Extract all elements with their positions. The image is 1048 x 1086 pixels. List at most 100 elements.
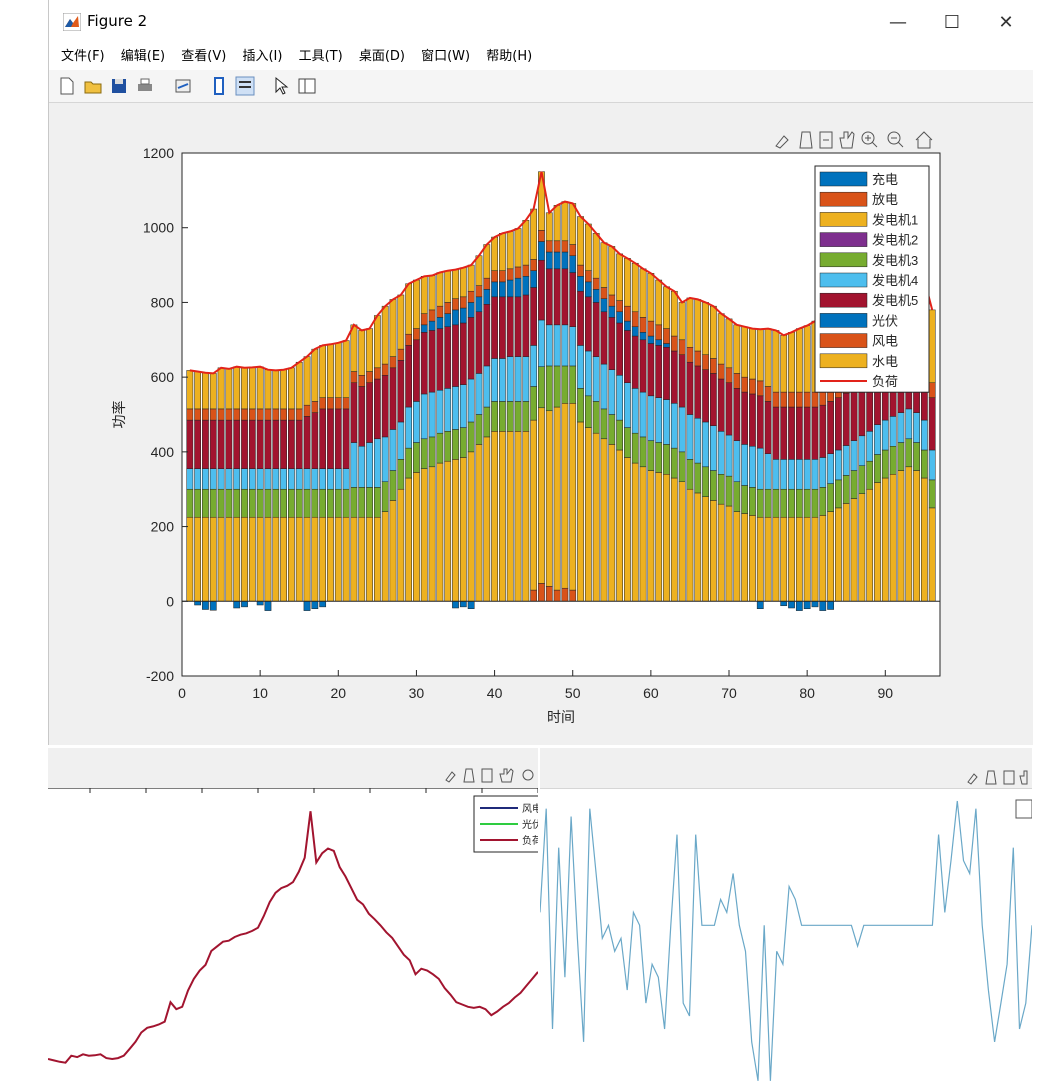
x-tick-label: 30: [409, 685, 425, 701]
bar-gen5: [725, 382, 733, 436]
bar-gen1: [405, 283, 412, 335]
bar-wind: [475, 285, 483, 298]
bar-gen5: [225, 419, 233, 469]
new-figure-icon[interactable]: [57, 76, 77, 96]
bar-wind: [303, 404, 311, 417]
bar-gen4: [850, 440, 858, 471]
pan-icon[interactable]: [839, 131, 855, 149]
bar-gen1: [444, 270, 452, 303]
data-tips-icon[interactable]: [463, 768, 475, 783]
window-title: Figure 2: [87, 12, 148, 30]
bar-gen5: [256, 419, 264, 469]
bar-gen3: [373, 487, 381, 518]
bar-gen4: [319, 468, 327, 490]
menu-view[interactable]: 查看(V): [181, 49, 227, 64]
close-button[interactable]: ✕: [998, 12, 1014, 33]
link-plot-icon[interactable]: [173, 76, 193, 96]
pan-icon[interactable]: [499, 768, 514, 783]
bar-hydro: [413, 472, 420, 602]
bar-hydro: [514, 431, 522, 602]
data-tips-icon[interactable]: [985, 770, 997, 785]
bar-gen1: [334, 342, 342, 398]
menu-desktop[interactable]: 桌面(D): [358, 49, 405, 64]
bar-wind: [717, 363, 725, 380]
restore-view-icon[interactable]: [819, 131, 833, 149]
bar-gen5: [303, 416, 311, 469]
bar-gen1: [616, 253, 623, 301]
bar-gen4: [491, 358, 498, 402]
bar-gen1: [358, 330, 366, 376]
bar-gen4: [514, 356, 522, 402]
brush-icon[interactable]: [445, 771, 456, 783]
data-tips-icon[interactable]: [799, 131, 813, 149]
bar-hydro: [928, 507, 936, 602]
bar-pv: [420, 324, 428, 333]
bar-gen3: [389, 470, 397, 501]
print-icon[interactable]: [135, 76, 155, 96]
zoom-out-icon[interactable]: [887, 131, 904, 148]
zoom-in-icon[interactable]: [861, 131, 878, 148]
bar-wind: [803, 391, 811, 408]
maximize-button[interactable]: ☐: [943, 12, 961, 33]
bar-pv: [655, 339, 663, 346]
bar-wind: [264, 408, 272, 421]
bar-pv: [499, 281, 506, 298]
legend-label: 风电: [872, 334, 898, 349]
minimize-button[interactable]: —: [889, 12, 907, 33]
bar-gen3: [663, 444, 670, 475]
bar-gen4: [811, 459, 819, 490]
bar-hydro: [350, 516, 358, 602]
bar-hydro: [842, 503, 850, 602]
legend-box-icon[interactable]: [1015, 799, 1032, 819]
bar-hydro: [311, 516, 319, 602]
bar-gen5: [413, 339, 420, 402]
menu-insert[interactable]: 插入(I): [242, 49, 283, 64]
bar-gen4: [334, 468, 342, 490]
bar-charge: [256, 601, 264, 606]
bar-gen3: [928, 479, 936, 509]
menu-window[interactable]: 窗口(W): [421, 49, 471, 64]
bar-gen4: [920, 419, 928, 451]
home-icon[interactable]: [915, 131, 933, 149]
bar-hydro: [678, 481, 686, 602]
bar-hydro: [248, 516, 256, 602]
bar-gen4: [749, 446, 756, 488]
legend-label: 发电机1: [872, 212, 918, 227]
bar-gen1: [772, 330, 780, 393]
bar-gen4: [647, 395, 655, 441]
bar-charge: [311, 601, 319, 610]
bar-gen5: [241, 419, 248, 469]
pan-icon[interactable]: [1019, 770, 1028, 785]
bar-gen4: [264, 468, 272, 490]
bar-hydro: [381, 511, 389, 602]
bar-wind: [749, 378, 756, 395]
bar-wind: [788, 391, 795, 408]
menu-tools[interactable]: 工具(T): [298, 49, 343, 64]
bar-charge: [811, 601, 819, 608]
menu-file[interactable]: 文件(F): [61, 49, 105, 64]
bar-gen5: [491, 296, 498, 359]
pointer-icon[interactable]: [271, 76, 291, 96]
menu-edit[interactable]: 编辑(E): [120, 49, 166, 64]
bar-gen1: [202, 372, 209, 410]
bar-gen4: [506, 356, 514, 402]
bar-gen1: [530, 208, 538, 260]
property-inspector-icon[interactable]: [297, 76, 317, 96]
bar-gen5: [248, 419, 256, 469]
save-icon[interactable]: [109, 76, 129, 96]
brush-icon[interactable]: [775, 135, 789, 149]
bar-gen1: [459, 267, 467, 298]
open-file-icon[interactable]: [83, 76, 103, 96]
bar-pv: [538, 241, 545, 261]
legend-icon[interactable]: [235, 76, 255, 96]
restore-view-icon[interactable]: [481, 768, 493, 783]
bar-gen1: [569, 203, 577, 245]
restore-view-icon[interactable]: [1003, 770, 1015, 785]
zoom-in-icon[interactable]: [522, 769, 534, 781]
menu-help[interactable]: 帮助(H): [486, 49, 533, 64]
bar-gen3: [631, 432, 639, 464]
colorbar-icon[interactable]: [209, 76, 229, 96]
brush-icon[interactable]: [967, 773, 978, 785]
